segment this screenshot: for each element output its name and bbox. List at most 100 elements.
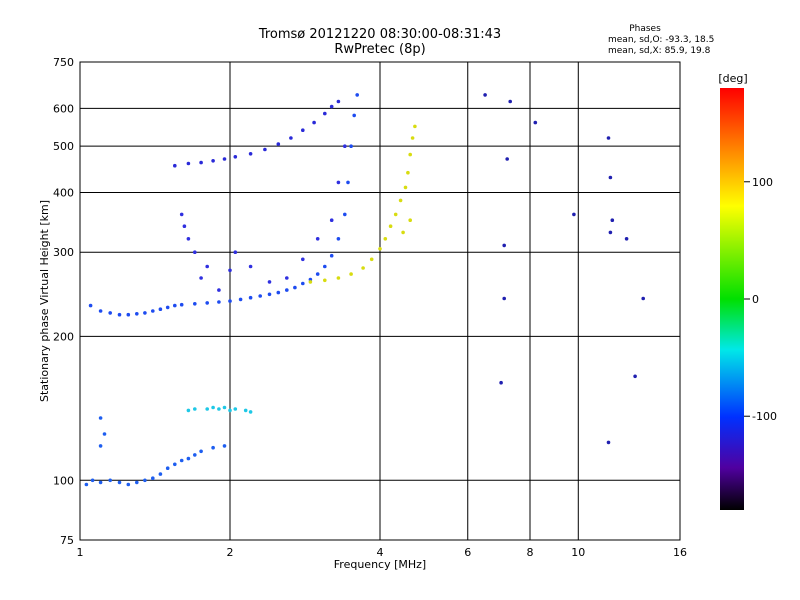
data-point-s6 [606, 440, 611, 445]
data-point-s1 [186, 408, 191, 413]
x-tick-label: 1 [77, 546, 84, 559]
data-point-s1 [205, 407, 209, 411]
data-point-s2 [238, 297, 243, 302]
data-point-s0 [222, 444, 227, 448]
data-point-s2 [349, 144, 353, 148]
data-point-s5 [383, 237, 388, 241]
data-point-s2 [143, 311, 147, 315]
data-point-s2 [323, 264, 327, 269]
data-point-s4 [228, 268, 232, 273]
data-point-s2 [193, 302, 197, 306]
data-point-s0 [98, 480, 103, 485]
data-point-s0 [90, 478, 95, 483]
data-point-s0 [135, 480, 139, 485]
data-point-s1 [217, 407, 221, 411]
x-tick-label: 8 [527, 546, 534, 559]
data-point-s4 [248, 264, 253, 269]
data-points [84, 93, 645, 487]
data-point-s5 [403, 185, 408, 190]
data-point-s1 [233, 407, 238, 411]
y-axis-label: Stationary phase Virtual Height [km] [38, 200, 51, 402]
x-tick-label: 10 [571, 546, 585, 559]
colorbar-tick-label: -100 [752, 410, 777, 423]
data-point-s4 [329, 218, 334, 222]
data-point-s2 [355, 93, 360, 97]
data-point-s1 [193, 407, 197, 411]
data-point-s1 [228, 408, 232, 413]
data-point-s3 [323, 111, 327, 116]
data-point-s2 [205, 301, 209, 305]
data-point-s5 [393, 212, 398, 217]
data-point-s0 [126, 482, 131, 487]
data-point-s5 [336, 276, 341, 280]
data-point-s6 [483, 93, 487, 97]
data-point-s2 [151, 309, 155, 313]
x-tick-label: 4 [377, 546, 384, 559]
data-point-s4 [182, 224, 187, 228]
data-point-s5 [398, 198, 403, 203]
data-point-s2 [135, 312, 139, 316]
data-point-s4 [343, 144, 347, 148]
data-point-s6 [641, 296, 645, 301]
data-point-s2 [98, 309, 103, 313]
data-point-s0 [173, 462, 177, 467]
data-point-s5 [369, 257, 374, 262]
data-point-s5 [406, 170, 410, 175]
data-point-s5 [378, 247, 382, 251]
data-point-s0 [193, 453, 197, 457]
data-point-s6 [508, 99, 512, 104]
chart-subtitle: RwPretec (8p) [334, 42, 425, 57]
data-point-s3 [173, 163, 177, 168]
data-point-s6 [608, 230, 613, 235]
data-point-s2 [165, 305, 170, 310]
x-tick-label: 16 [673, 546, 687, 559]
y-tick-label: 750 [53, 56, 74, 69]
x-tick-label: 6 [464, 546, 471, 559]
data-point-s0 [117, 480, 122, 485]
data-point-s0 [84, 482, 89, 487]
data-point-s5 [308, 280, 313, 284]
data-point-s4 [193, 250, 197, 254]
data-point-s0 [179, 458, 184, 463]
y-tick-label: 500 [53, 140, 74, 153]
data-point-s4 [301, 257, 305, 262]
data-point-s5 [349, 272, 353, 276]
data-point-s4 [233, 250, 238, 254]
data-point-s5 [408, 218, 413, 222]
data-point-s3 [329, 104, 334, 109]
colorbar-label: [deg] [718, 72, 747, 85]
data-point-s3 [336, 99, 341, 104]
data-point-s4 [179, 212, 184, 217]
data-point-s2 [267, 292, 272, 297]
axis-ticks: 1 2 4 6 8 10 16 75 100 200 300 400 500 600 750 [53, 56, 687, 559]
data-point-s4 [217, 288, 221, 292]
x-axis-label: Frequency [MHz] [334, 558, 426, 571]
data-point-s3 [312, 120, 316, 125]
data-point-s3 [289, 136, 293, 140]
data-point-s0 [143, 478, 147, 483]
data-point-s6 [499, 380, 503, 385]
data-point-s6 [502, 243, 507, 248]
phases-x-mode: mean, sd,X: 85.9, 19.8 [608, 46, 711, 56]
y-tick-label: 300 [53, 246, 74, 259]
data-point-s6 [606, 136, 611, 140]
data-point-s0 [98, 444, 103, 448]
data-point-s4 [336, 180, 341, 185]
data-point-s4 [186, 237, 191, 241]
data-point-s2 [228, 299, 232, 303]
data-point-s0 [165, 466, 170, 471]
data-point-s0 [158, 472, 163, 476]
data-point-s1 [222, 405, 227, 410]
data-point-s5 [408, 152, 413, 157]
data-point-s1 [211, 405, 215, 410]
y-tick-label: 200 [53, 330, 74, 343]
data-point-s1 [243, 408, 248, 413]
data-point-s6 [572, 212, 576, 217]
data-point-s0 [199, 449, 203, 454]
data-point-s2 [248, 295, 253, 300]
y-tick-label: 600 [53, 102, 74, 115]
data-point-s3 [211, 159, 215, 163]
data-point-s0 [98, 416, 103, 420]
data-point-s5 [323, 278, 327, 283]
